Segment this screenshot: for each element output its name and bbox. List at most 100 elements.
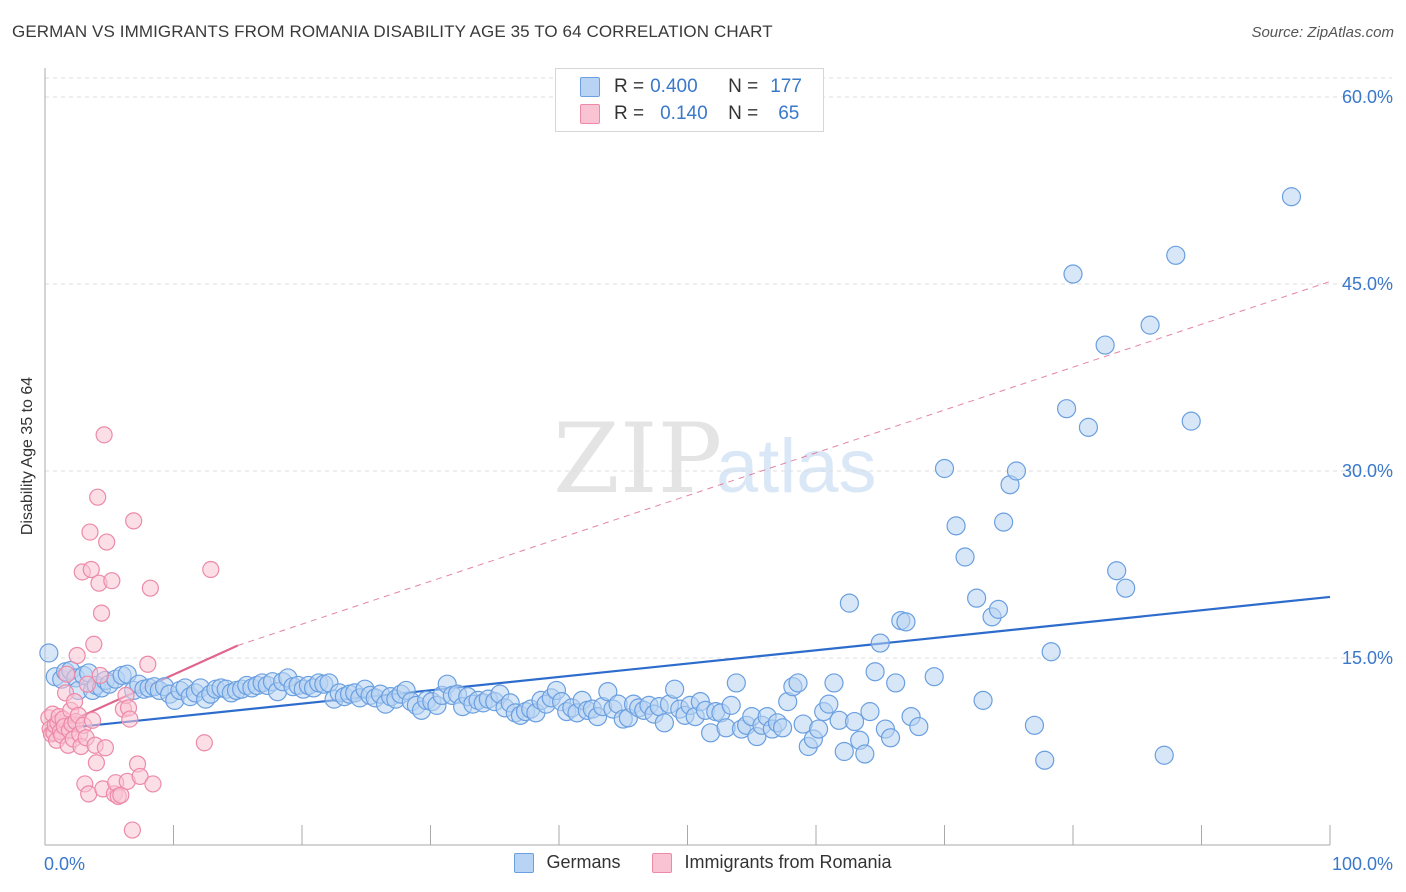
point-romania bbox=[83, 711, 102, 729]
legend-n-value: 65 bbox=[778, 103, 800, 124]
point-germans bbox=[909, 716, 929, 737]
point-romania bbox=[121, 710, 139, 728]
watermark-zip: ZIP bbox=[553, 403, 722, 515]
point-romania bbox=[81, 523, 99, 541]
point-germans bbox=[839, 593, 860, 613]
point-germans bbox=[946, 516, 966, 536]
legend-swatch-romania bbox=[580, 104, 600, 124]
point-romania bbox=[58, 665, 76, 683]
point-germans bbox=[955, 547, 975, 567]
point-germans bbox=[1107, 561, 1127, 581]
point-germans bbox=[924, 667, 944, 687]
point-romania bbox=[195, 734, 213, 752]
legend-row-germans: R = 0.400 N = 177 bbox=[556, 74, 802, 100]
point-germans bbox=[665, 679, 685, 699]
legend-n-label: N = bbox=[728, 76, 759, 97]
y-tick-label: 45.0% bbox=[1342, 274, 1393, 294]
point-romania bbox=[96, 739, 114, 757]
chart-title: GERMAN VS IMMIGRANTS FROM ROMANIA DISABI… bbox=[12, 22, 773, 41]
point-germans bbox=[1006, 461, 1027, 481]
point-romania bbox=[123, 821, 141, 839]
point-germans bbox=[988, 599, 1009, 619]
point-germans bbox=[1095, 335, 1115, 355]
point-germans bbox=[860, 702, 880, 722]
point-germans bbox=[1056, 399, 1077, 419]
point-romania bbox=[87, 754, 106, 772]
x-tick-label: 100.0% bbox=[1332, 854, 1393, 874]
legend-label-germans: Germans bbox=[546, 852, 621, 872]
point-germans bbox=[726, 673, 746, 693]
legend-n-label: N = bbox=[728, 103, 759, 124]
point-germans bbox=[1078, 417, 1099, 437]
watermark-atlas: atlas bbox=[716, 424, 877, 509]
y-tick-label: 30.0% bbox=[1342, 461, 1393, 481]
source-label: Source: ZipAtlas.com bbox=[1251, 24, 1394, 41]
trend-extension-line bbox=[237, 281, 1331, 647]
point-germans bbox=[1166, 245, 1186, 265]
point-romania bbox=[202, 560, 220, 579]
point-germans bbox=[1281, 187, 1302, 207]
point-germans bbox=[788, 673, 808, 693]
point-germans bbox=[654, 713, 674, 733]
point-romania bbox=[85, 635, 103, 653]
point-romania bbox=[131, 767, 149, 786]
point-germans bbox=[819, 694, 839, 714]
y-tick-label: 60.0% bbox=[1342, 87, 1393, 107]
point-romania bbox=[125, 512, 143, 530]
stats-legend: R = 0.400 N = 177 R = 0.140 N = 65 bbox=[555, 68, 824, 132]
legend-item-romania: Immigrants from Romania bbox=[652, 852, 892, 873]
legend-item-germans: Germans bbox=[514, 852, 620, 873]
point-germans bbox=[934, 458, 955, 479]
legend-swatch-germans bbox=[580, 77, 600, 97]
legend-row-romania: R = 0.140 N = 65 bbox=[556, 101, 799, 127]
legend-n-value: 177 bbox=[770, 76, 802, 97]
point-germans bbox=[1024, 715, 1045, 735]
point-germans bbox=[598, 682, 618, 702]
x-tick-label: 0.0% bbox=[44, 854, 85, 874]
point-germans bbox=[994, 512, 1014, 532]
legend-r-label: R = bbox=[614, 103, 645, 124]
point-germans bbox=[1140, 315, 1160, 335]
legend-r-label: R = bbox=[614, 76, 645, 97]
point-romania bbox=[139, 655, 157, 673]
y-axis-label: Disability Age 35 to 64 bbox=[19, 376, 36, 536]
point-romania bbox=[82, 560, 100, 579]
point-germans bbox=[1154, 745, 1174, 765]
point-germans bbox=[886, 673, 906, 693]
point-germans bbox=[870, 633, 890, 653]
point-germans bbox=[1035, 750, 1055, 770]
point-germans bbox=[39, 643, 59, 663]
point-germans bbox=[844, 711, 865, 732]
point-germans bbox=[1181, 411, 1201, 431]
point-romania bbox=[103, 572, 121, 590]
point-germans bbox=[834, 741, 854, 762]
point-romania bbox=[91, 666, 109, 685]
point-romania bbox=[68, 646, 86, 665]
legend-r-value: 0.140 bbox=[660, 103, 708, 124]
point-romania bbox=[92, 604, 111, 622]
point-romania bbox=[141, 579, 159, 597]
watermark: ZIP atlas bbox=[553, 403, 877, 515]
legend-r-value: 0.400 bbox=[650, 76, 698, 97]
point-germans bbox=[967, 588, 987, 608]
point-germans bbox=[1116, 578, 1136, 598]
point-germans bbox=[1063, 264, 1083, 284]
point-germans bbox=[824, 673, 844, 693]
legend-swatch-germans bbox=[514, 852, 535, 873]
point-romania bbox=[89, 488, 107, 506]
point-romania bbox=[95, 426, 113, 444]
trend-line-germans bbox=[44, 595, 1331, 732]
legend-label-romania: Immigrants from Romania bbox=[684, 852, 892, 872]
point-germans bbox=[1041, 642, 1061, 662]
point-germans bbox=[855, 744, 875, 764]
point-germans bbox=[808, 719, 829, 739]
point-germans bbox=[721, 695, 741, 715]
point-romania bbox=[98, 533, 116, 551]
point-romania bbox=[144, 775, 162, 793]
point-romania bbox=[78, 675, 97, 693]
point-germans bbox=[880, 728, 901, 748]
point-germans bbox=[896, 612, 916, 632]
point-germans bbox=[973, 690, 993, 710]
y-tick-label: 15.0% bbox=[1342, 648, 1393, 668]
